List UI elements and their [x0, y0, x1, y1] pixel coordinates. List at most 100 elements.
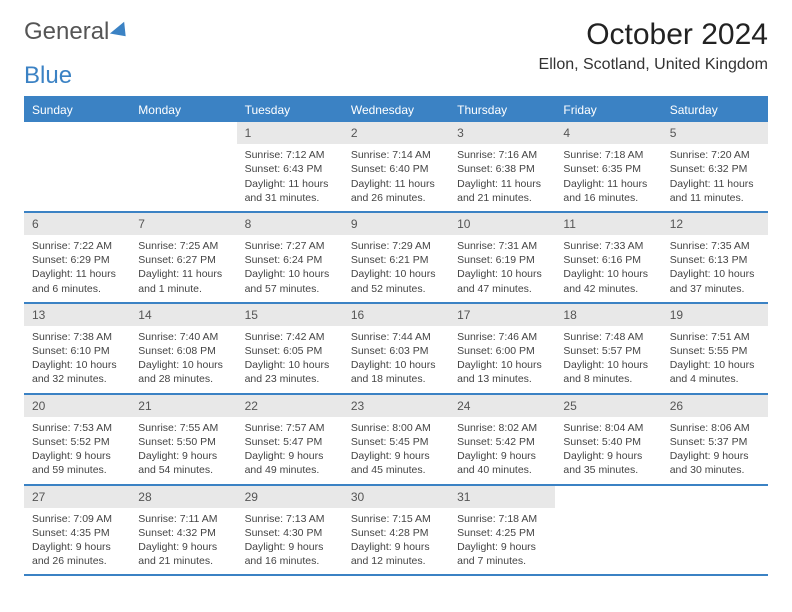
day-number: 21 — [130, 395, 236, 417]
day-body: Sunrise: 8:06 AMSunset: 5:37 PMDaylight:… — [662, 417, 768, 484]
day-cell: 29Sunrise: 7:13 AMSunset: 4:30 PMDayligh… — [237, 486, 343, 575]
day-body: Sunrise: 7:13 AMSunset: 4:30 PMDaylight:… — [237, 508, 343, 575]
sunset-text: Sunset: 4:25 PM — [457, 526, 547, 540]
daylight-text-1: Daylight: 9 hours — [670, 449, 760, 463]
sunrise-text: Sunrise: 7:29 AM — [351, 239, 441, 253]
day-number: 14 — [130, 304, 236, 326]
sunrise-text: Sunrise: 7:25 AM — [138, 239, 228, 253]
day-cell: 14Sunrise: 7:40 AMSunset: 6:08 PMDayligh… — [130, 304, 236, 393]
sunrise-text: Sunrise: 7:48 AM — [563, 330, 653, 344]
sunrise-text: Sunrise: 7:46 AM — [457, 330, 547, 344]
daylight-text-2: and 40 minutes. — [457, 463, 547, 477]
week-row: 27 Sunrise: 7:09 AMSunset: 4:35 PM Dayligh… — [24, 486, 768, 577]
sunset-text: Sunset: 5:47 PM — [245, 435, 335, 449]
sunrise-text: Sunrise: 7:44 AM — [351, 330, 441, 344]
day-number: 26 — [662, 395, 768, 417]
sunset-text: Sunset: 4:35 PM — [32, 526, 122, 540]
sunrise-text: Sunrise: 7:15 AM — [351, 512, 441, 526]
sunset-text: Sunset: 5:42 PM — [457, 435, 547, 449]
day-number: 4 — [555, 122, 661, 144]
logo: General — [24, 18, 127, 46]
day-number: 5 — [662, 122, 768, 144]
daylight-text-2: and 1 minute. — [138, 282, 228, 296]
weekday-header: Thursday — [449, 98, 555, 122]
day-body: Sunrise: 7:38 AMSunset: 6:10 PMDaylight:… — [24, 326, 130, 393]
daylight-text-2: and 11 minutes. — [670, 191, 760, 205]
day-cell: 3Sunrise: 7:16 AMSunset: 6:38 PMDaylight… — [449, 122, 555, 211]
day-body: Sunrise: 7:31 AMSunset: 6:19 PMDaylight:… — [449, 235, 555, 302]
daylight-text-2: and 31 minutes. — [245, 191, 335, 205]
day-cell: 2Sunrise: 7:14 AMSunset: 6:40 PMDaylight… — [343, 122, 449, 211]
weeks-container: 1Sunrise: 7:12 AMSunset: 6:43 PMDaylight… — [24, 122, 768, 576]
day-body: Sunrise: 7:22 AMSunset: 6:29 PMDaylight:… — [24, 235, 130, 302]
day-cell: 18Sunrise: 7:48 AMSunset: 5:57 PMDayligh… — [555, 304, 661, 393]
sunrise-text: Sunrise: 7:16 AM — [457, 148, 547, 162]
day-body: Sunrise: 7:11 AMSunset: 4:32 PMDaylight:… — [130, 508, 236, 575]
sunrise-text: Sunrise: 8:04 AM — [563, 421, 653, 435]
sunset-text: Sunset: 5:37 PM — [670, 435, 760, 449]
daylight-text-1: Daylight: 9 hours — [32, 449, 122, 463]
sunset-text: Sunset: 5:40 PM — [563, 435, 653, 449]
day-cell: 28Sunrise: 7:11 AMSunset: 4:32 PMDayligh… — [130, 486, 236, 575]
day-cell: 19Sunrise: 7:51 AMSunset: 5:55 PMDayligh… — [662, 304, 768, 393]
day-cell — [662, 486, 768, 575]
sunset-text: Sunset: 6:10 PM — [32, 344, 122, 358]
week-row: 1Sunrise: 7:12 AMSunset: 6:43 PMDaylight… — [24, 122, 768, 213]
day-body: Sunrise: 7:29 AMSunset: 6:21 PMDaylight:… — [343, 235, 449, 302]
month-title: October 2024 — [539, 18, 768, 52]
day-cell: 1Sunrise: 7:12 AMSunset: 6:43 PMDaylight… — [237, 122, 343, 211]
daylight-text-1: Daylight: 11 hours — [138, 267, 228, 281]
day-number: 22 — [237, 395, 343, 417]
day-cell: 12Sunrise: 7:35 AMSunset: 6:13 PMDayligh… — [662, 213, 768, 302]
day-cell — [555, 486, 661, 575]
week-row: 20Sunrise: 7:53 AMSunset: 5:52 PMDayligh… — [24, 395, 768, 486]
daylight-text-1: Daylight: 9 hours — [138, 540, 228, 554]
day-number — [24, 122, 130, 144]
sunrise-text: Sunrise: 7:20 AM — [670, 148, 760, 162]
day-body: Sunrise: 7:40 AMSunset: 6:08 PMDaylight:… — [130, 326, 236, 393]
daylight-text-1: Daylight: 9 hours — [563, 449, 653, 463]
day-cell: 13Sunrise: 7:38 AMSunset: 6:10 PMDayligh… — [24, 304, 130, 393]
day-number: 9 — [343, 213, 449, 235]
daylight-text-2: and 30 minutes. — [670, 463, 760, 477]
daylight-text-2: and 26 minutes. — [32, 554, 122, 568]
day-number: 8 — [237, 213, 343, 235]
day-body: Sunrise: 7:27 AMSunset: 6:24 PMDaylight:… — [237, 235, 343, 302]
daylight-text-1: Daylight: 10 hours — [670, 358, 760, 372]
day-number: 30 — [343, 486, 449, 508]
day-body: Sunrise: 7:57 AMSunset: 5:47 PMDaylight:… — [237, 417, 343, 484]
daylight-text-2: and 49 minutes. — [245, 463, 335, 477]
day-cell: 6Sunrise: 7:22 AMSunset: 6:29 PMDaylight… — [24, 213, 130, 302]
daylight-text-1: Daylight: 10 hours — [457, 358, 547, 372]
sunrise-text: Sunrise: 7:14 AM — [351, 148, 441, 162]
day-body: Sunrise: 7:51 AMSunset: 5:55 PMDaylight:… — [662, 326, 768, 393]
daylight-text-2: and 52 minutes. — [351, 282, 441, 296]
day-body: Sunrise: 7:16 AMSunset: 6:38 PMDaylight:… — [449, 144, 555, 211]
daylight-text-2: and 47 minutes. — [457, 282, 547, 296]
day-body: Sunrise: 7:55 AMSunset: 5:50 PMDaylight:… — [130, 417, 236, 484]
daylight-text-1: Daylight: 11 hours — [670, 177, 760, 191]
day-number: 28 — [130, 486, 236, 508]
day-number: 27 — [24, 486, 130, 508]
sunrise-text: Sunrise: 7:09 AM — [32, 512, 122, 526]
day-body: Sunrise: 7:33 AMSunset: 6:16 PMDaylight:… — [555, 235, 661, 302]
daylight-text-2: and 7 minutes. — [457, 554, 547, 568]
daylight-text-1: Daylight: 9 hours — [245, 540, 335, 554]
daylight-text-1: Daylight: 9 hours — [351, 449, 441, 463]
day-cell: 10Sunrise: 7:31 AMSunset: 6:19 PMDayligh… — [449, 213, 555, 302]
sunset-text: Sunset: 4:30 PM — [245, 526, 335, 540]
sunset-text: Sunset: 6:38 PM — [457, 162, 547, 176]
day-body: Sunrise: 7:18 AMSunset: 4:25 PMDaylight:… — [449, 508, 555, 575]
sunrise-text: Sunrise: 7:35 AM — [670, 239, 760, 253]
daylight-text-1: Daylight: 10 hours — [670, 267, 760, 281]
day-body: Sunrise: 7:20 AMSunset: 6:32 PMDaylight:… — [662, 144, 768, 211]
logo-text-part1: General — [24, 18, 109, 46]
daylight-text-2: and 21 minutes. — [457, 191, 547, 205]
daylight-text-1: Daylight: 11 hours — [563, 177, 653, 191]
sunrise-text: Sunrise: 7:11 AM — [138, 512, 228, 526]
day-number — [662, 486, 768, 508]
daylight-text-1: Daylight: 10 hours — [245, 267, 335, 281]
day-body — [130, 144, 236, 154]
daylight-text-1: Daylight: 10 hours — [563, 267, 653, 281]
sunset-text: Sunset: 5:50 PM — [138, 435, 228, 449]
